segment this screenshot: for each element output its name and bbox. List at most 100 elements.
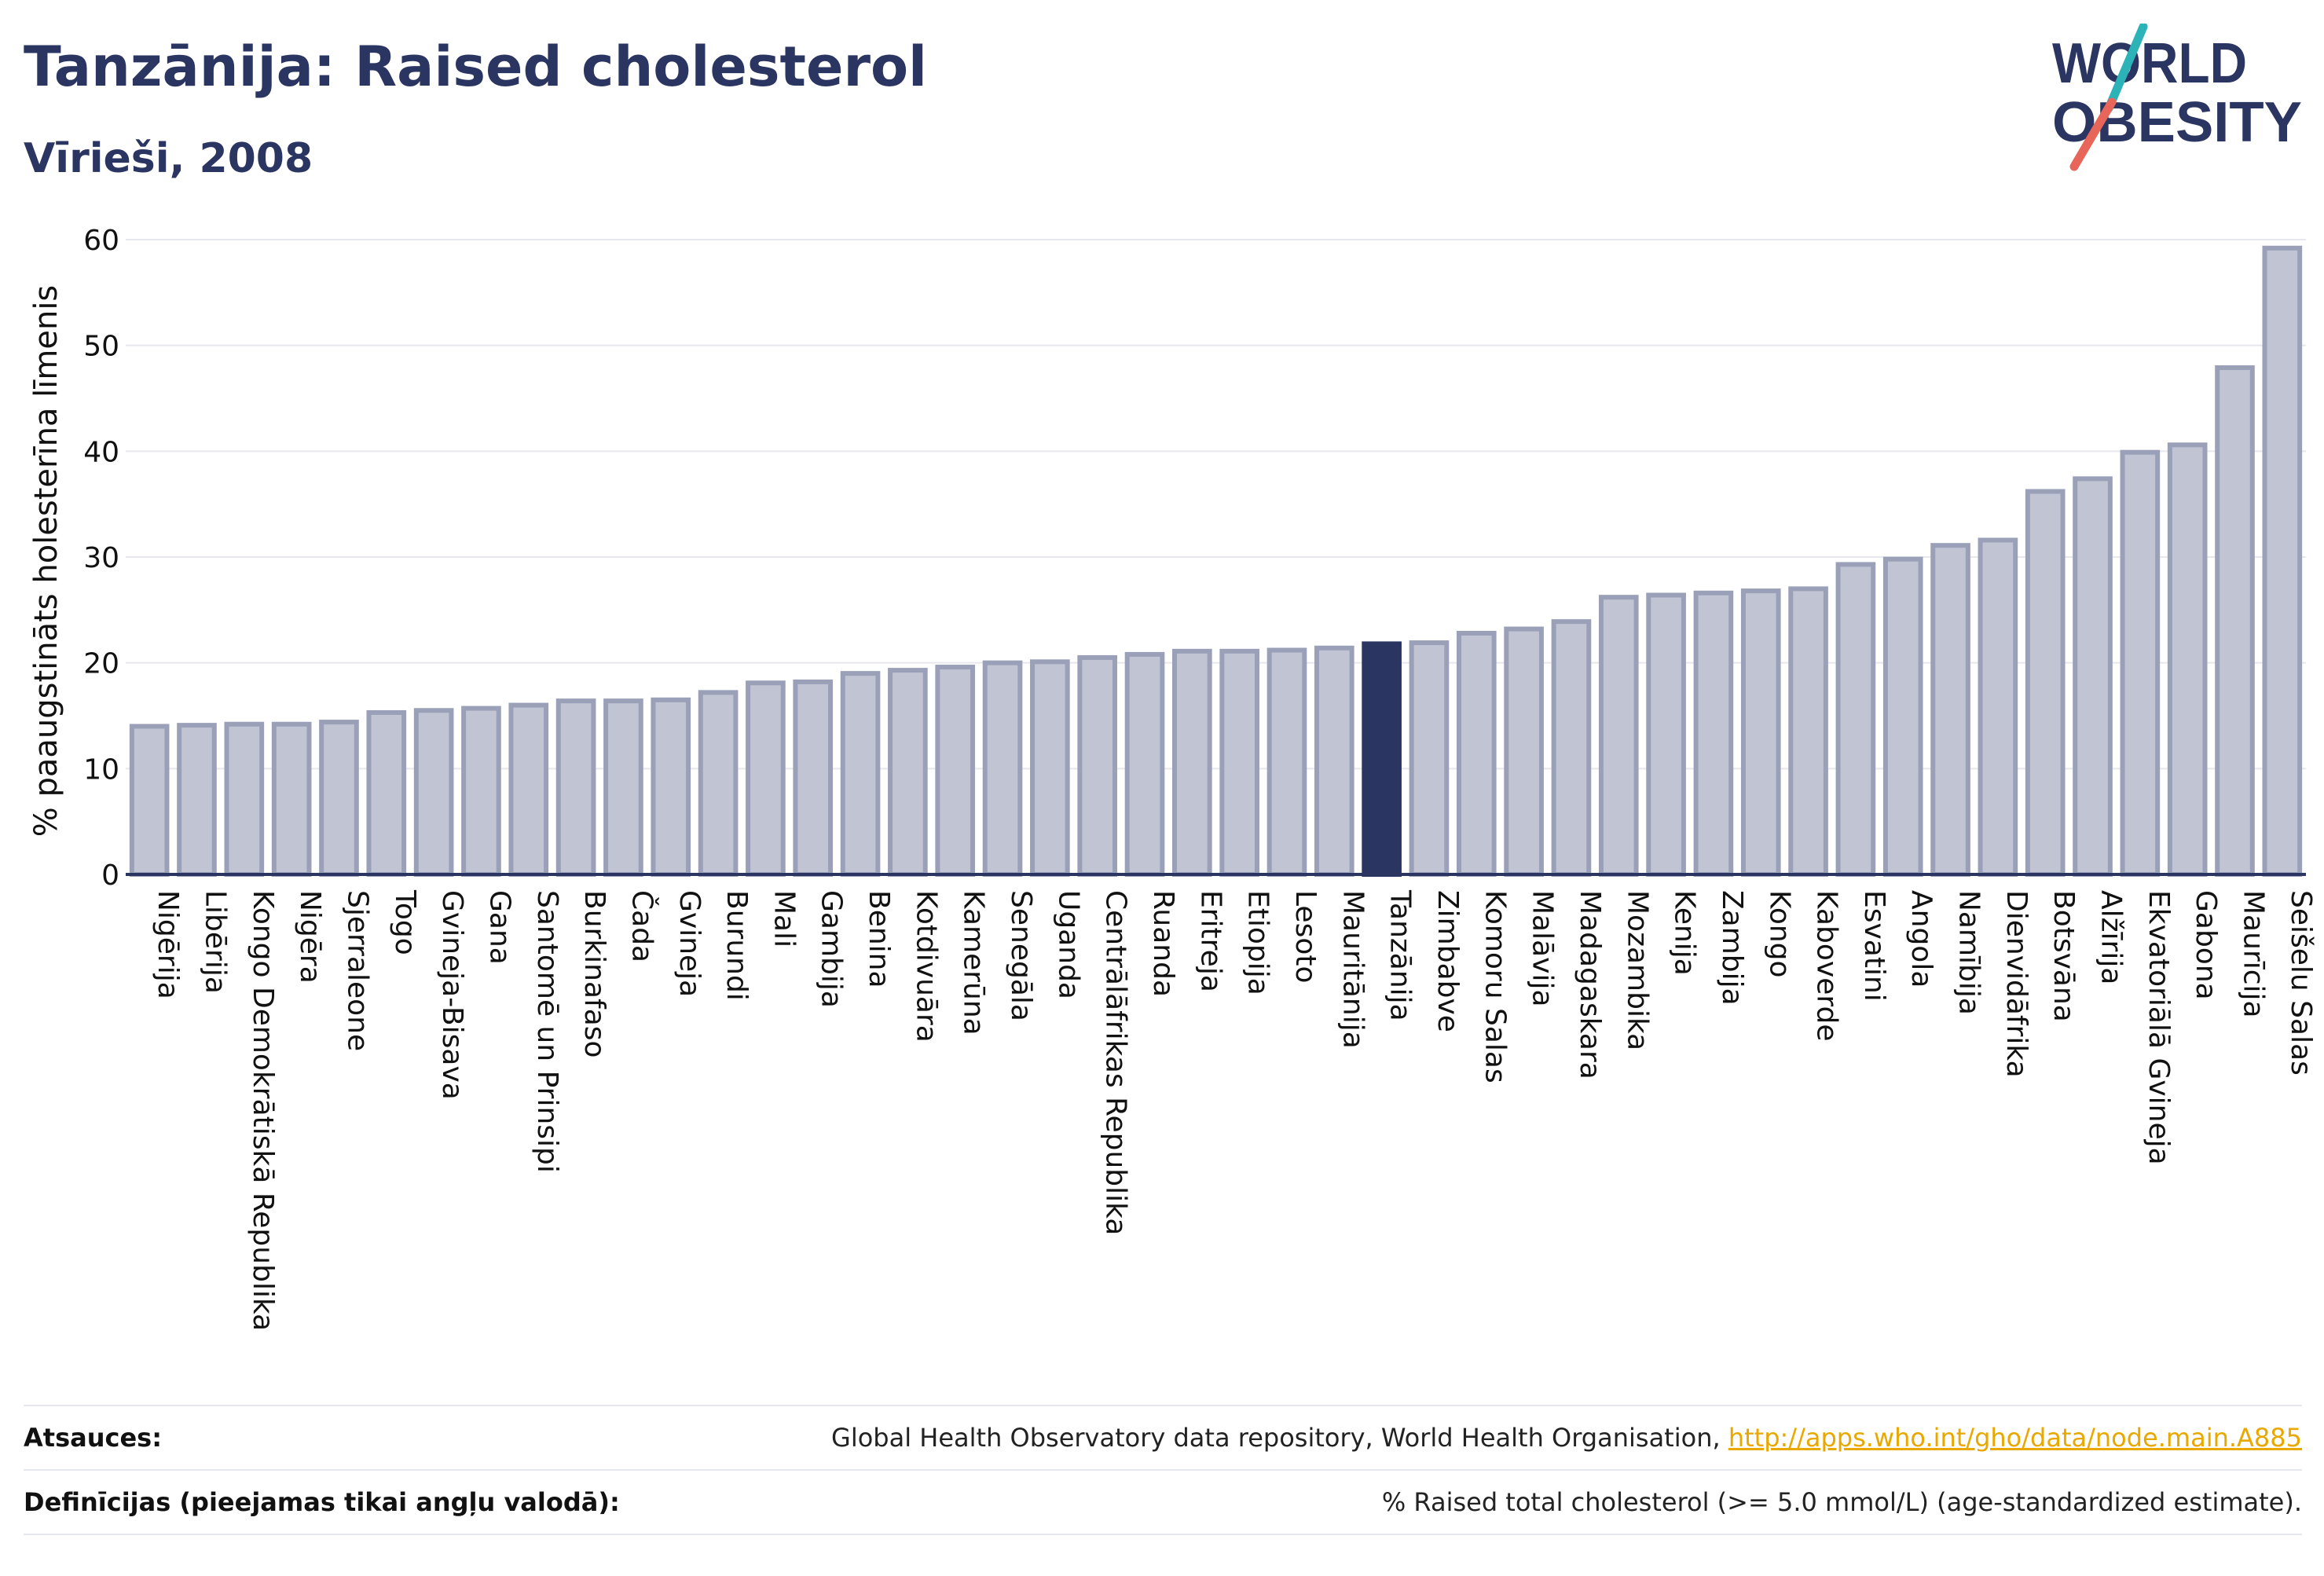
y-tick-label: 50: [83, 331, 119, 363]
bar: [793, 679, 834, 878]
bar: [1788, 586, 1828, 877]
x-tick-label: Ruanda: [1147, 890, 1179, 997]
sources-row: Atsauces: Global Health Observatory data…: [24, 1405, 2302, 1469]
footer: Atsauces: Global Health Observatory data…: [24, 1405, 2302, 1535]
x-tick-label: Gana: [483, 890, 515, 965]
bar: [508, 702, 549, 877]
definitions-value: % Raised total cholesterol (>= 5.0 mmol/…: [1381, 1487, 2302, 1517]
x-tick-label: Kongo: [1763, 890, 1795, 978]
bar: [271, 721, 312, 877]
bar: [698, 690, 739, 878]
x-tick-label: Lesoto: [1289, 890, 1321, 984]
bar: [1172, 648, 1212, 877]
y-tick-label: 30: [83, 542, 119, 574]
bar: [2167, 442, 2208, 877]
bar: [1551, 619, 1592, 877]
x-tick-label: Eritreja: [1194, 890, 1226, 992]
x-tick-label: Uganda: [1052, 890, 1084, 999]
x-tick-label: Čada: [625, 890, 658, 962]
bar: [1456, 630, 1497, 878]
x-tick-label: Etiopija: [1242, 890, 1274, 995]
x-tick-label: Burundi: [720, 890, 753, 1001]
x-tick-label: Santomē un Prinsipi: [531, 890, 563, 1173]
bar: [224, 721, 265, 877]
bar: [1314, 645, 1354, 878]
y-tick-label: 10: [83, 753, 119, 786]
x-tick-label: Namībija: [1953, 890, 1985, 1015]
x-tick-label: Mozambika: [1621, 890, 1653, 1050]
x-tick-label: Kaboverde: [1811, 890, 1843, 1042]
bar: [935, 665, 976, 877]
y-tick-label: 60: [83, 225, 119, 257]
x-tick-label: Mali: [768, 890, 800, 947]
x-tick-label: Komoru Salas: [1479, 890, 1511, 1083]
bar: [651, 697, 691, 877]
definitions-row: Definīcijas (pieejamas tikai angļu valod…: [24, 1469, 2302, 1535]
x-tick-label: Angola: [1905, 890, 1937, 988]
y-tick-label: 0: [101, 859, 119, 892]
y-tick-label: 20: [83, 648, 119, 680]
x-tick-label: Kamerūna: [958, 890, 990, 1035]
bar: [982, 660, 1023, 878]
y-tick-label: 40: [83, 436, 119, 468]
bar: [1646, 592, 1686, 877]
sources-link[interactable]: http://apps.who.int/gho/data/node.main.A…: [1728, 1423, 2302, 1453]
x-tick-label: Esvatini: [1858, 890, 1890, 1002]
sources-label: Atsauces:: [24, 1423, 162, 1453]
x-tick-label: Zimbabve: [1431, 890, 1464, 1032]
x-tick-label: Benina: [863, 890, 895, 988]
bar: [603, 698, 643, 877]
bar: [2262, 245, 2303, 878]
x-tick-label: Tanzānija: [1384, 889, 1417, 1021]
bar-chart-svg: 0 10 20 30 40 50 60 % paaugstināts holesterīna …: [28, 225, 2317, 1331]
bar: [1835, 562, 1876, 877]
bar: [1030, 659, 1070, 877]
world-obesity-logo: WORLD OBESITY: [2043, 24, 2310, 173]
x-tick-label: Gvineja-Bisava: [436, 890, 468, 1100]
bar: [413, 708, 454, 877]
x-tick-label: Madagaskara: [1574, 890, 1606, 1079]
x-tick-label: Libērija: [199, 890, 231, 994]
svg-text:WORLD: WORLD: [2052, 32, 2247, 95]
bar: [1409, 640, 1450, 878]
x-tick-label: Centrālāfrikas Republika: [1100, 890, 1132, 1235]
bar: [1740, 588, 1781, 877]
bar: [555, 698, 596, 877]
bar: [1266, 647, 1307, 877]
bar: [129, 724, 170, 878]
bar: [2215, 365, 2255, 878]
bar: [177, 723, 217, 877]
x-tick-label: Mauritānija: [1336, 890, 1369, 1049]
bar: [461, 706, 501, 877]
bar: [1930, 543, 1970, 877]
x-tick-label: Gabona: [2190, 890, 2222, 1000]
y-axis-label: % paaugstināts holesterīna līmenis: [28, 285, 64, 837]
bar: [1077, 654, 1118, 878]
bar: [1693, 590, 1734, 877]
bar: [840, 671, 881, 878]
x-tick-label: Maurīcija: [2238, 890, 2270, 1018]
bar: [1124, 651, 1165, 877]
sources-value: Global Health Observatory data repositor…: [831, 1423, 2302, 1453]
bar: [2025, 489, 2066, 877]
bar: [746, 680, 786, 878]
bar: [1882, 556, 1923, 877]
bar-highlight: [1362, 641, 1402, 878]
x-tick-label: Malāvija: [1527, 890, 1559, 1007]
bar: [319, 720, 359, 878]
sources-text: Global Health Observatory data repositor…: [831, 1423, 1728, 1453]
x-tick-label: Sjerraleone: [341, 890, 373, 1051]
x-tick-label: Nigēra: [294, 890, 326, 984]
chart-subtitle: Vīrieši, 2008: [24, 135, 313, 182]
x-tick-label: Nigērija: [152, 890, 184, 999]
bar: [1598, 595, 1639, 877]
definitions-label: Definīcijas (pieejamas tikai angļu valod…: [24, 1487, 620, 1517]
x-tick-label: Burkinafaso: [578, 890, 610, 1058]
x-tick-label: Togo: [389, 889, 421, 955]
svg-text:OBESITY: OBESITY: [2052, 91, 2302, 154]
x-tick-label: Gvineja: [673, 890, 706, 997]
bar: [1978, 537, 2018, 877]
x-tick-label: Kenija: [1669, 890, 1701, 976]
x-tick-label: Ekvatoriālā Gvineja: [2143, 890, 2175, 1165]
bar: [2120, 449, 2161, 877]
